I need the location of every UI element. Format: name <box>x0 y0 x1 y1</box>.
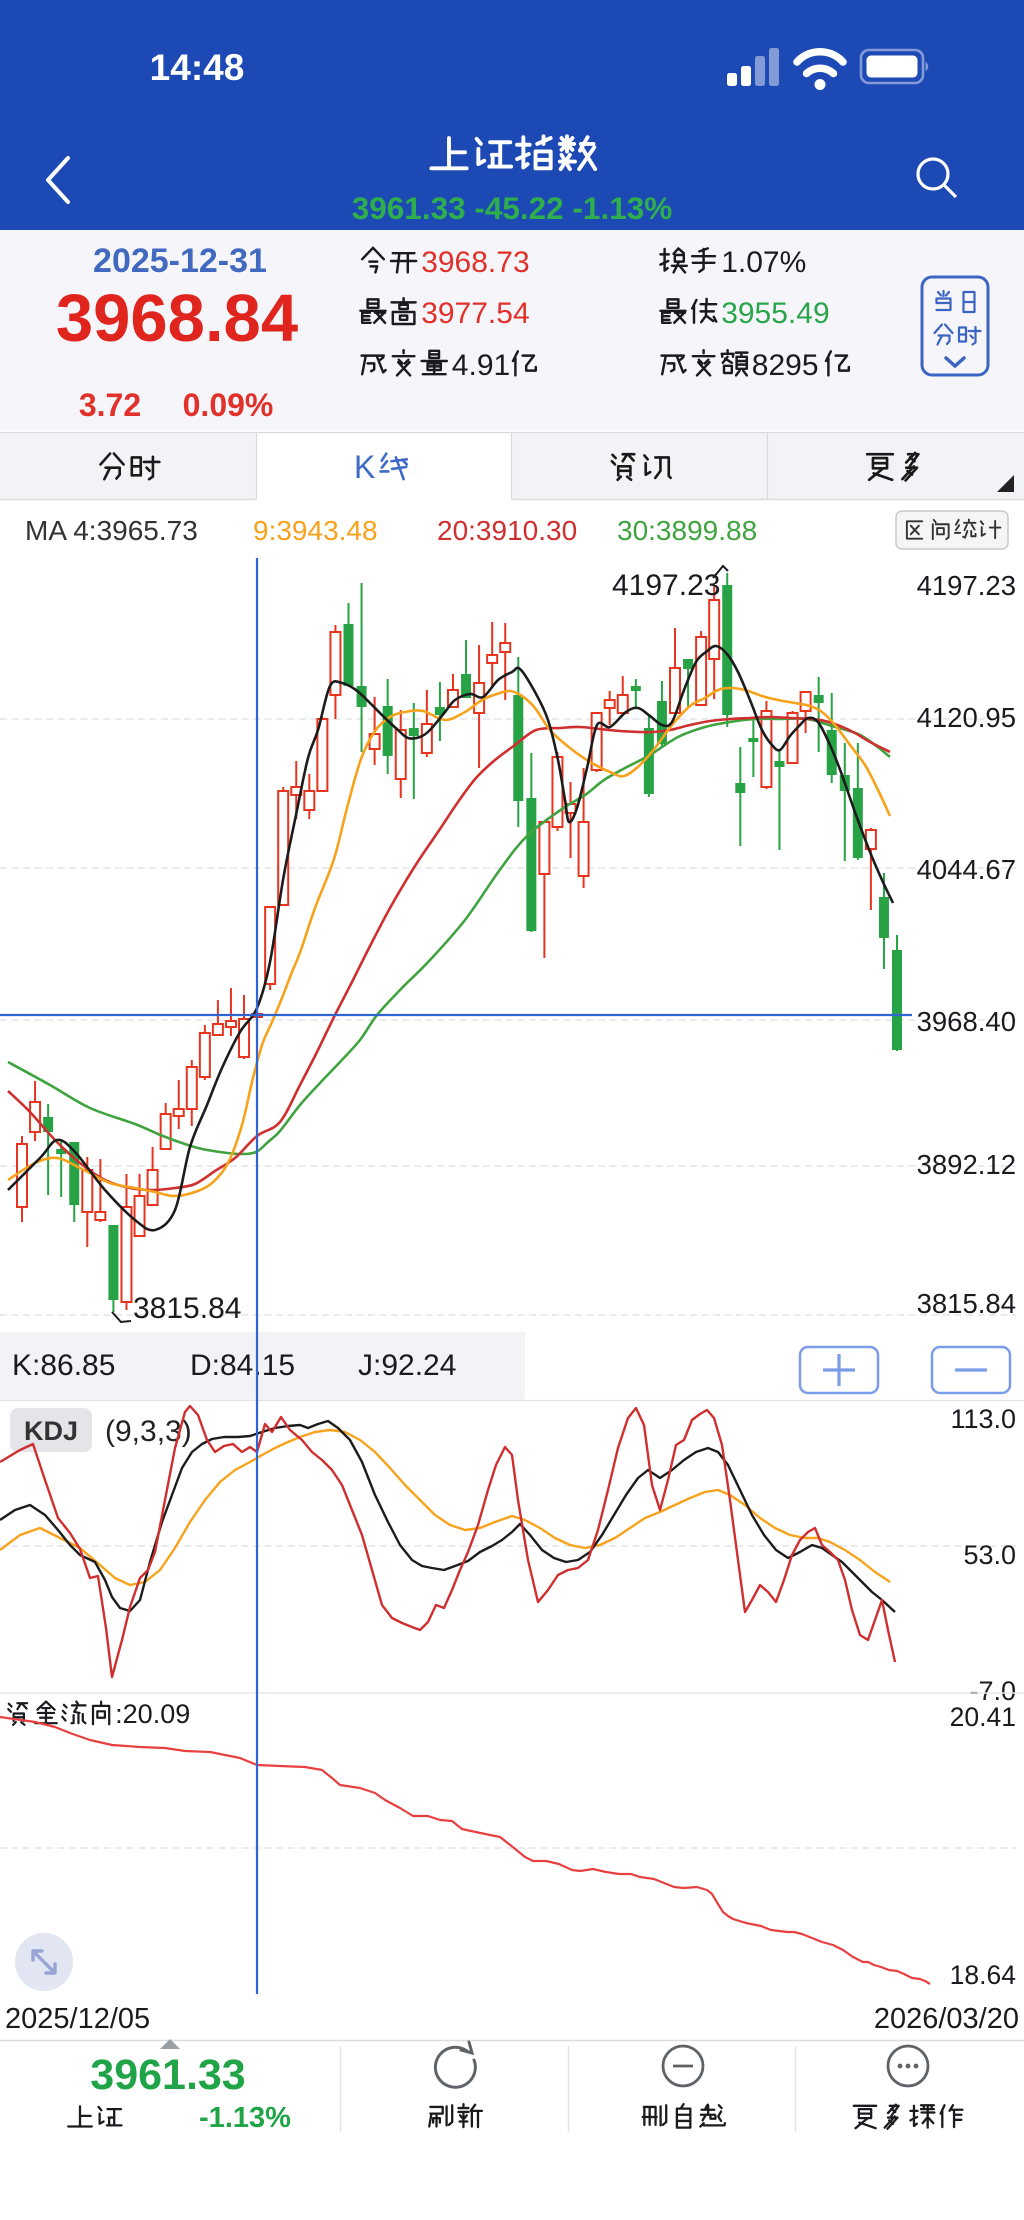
svg-text:4197.23: 4197.23 <box>917 570 1016 601</box>
svg-text:3961.33: 3961.33 <box>90 2051 245 2099</box>
svg-text:113.0: 113.0 <box>950 1404 1016 1434</box>
svg-text:J:92.24: J:92.24 <box>358 1349 456 1382</box>
svg-text:2025-12-31: 2025-12-31 <box>93 242 267 280</box>
svg-text:30:3899.88: 30:3899.88 <box>617 515 757 546</box>
svg-text:3.72: 3.72 <box>79 387 141 423</box>
svg-text:-1.13%: -1.13% <box>199 2102 291 2134</box>
svg-text:53.0: 53.0 <box>963 1540 1016 1570</box>
svg-text:1.07%: 1.07% <box>721 246 806 279</box>
svg-text:0.09%: 0.09% <box>183 387 274 423</box>
svg-text:MA 4:3965.73: MA 4:3965.73 <box>25 515 198 546</box>
svg-text:18.64: 18.64 <box>950 1960 1016 1990</box>
svg-text:D:84.15: D:84.15 <box>190 1349 295 1382</box>
svg-text:3968.73: 3968.73 <box>421 246 529 279</box>
svg-text:2025/12/05: 2025/12/05 <box>5 2003 150 2035</box>
svg-text:K:86.85: K:86.85 <box>12 1349 115 1382</box>
svg-text:8295: 8295 <box>752 349 819 382</box>
svg-text:-7.0: -7.0 <box>969 1676 1016 1706</box>
svg-text:3955.49: 3955.49 <box>721 297 829 330</box>
svg-text:4120.95: 4120.95 <box>917 702 1016 733</box>
svg-text:3968.40: 3968.40 <box>917 1006 1016 1037</box>
svg-text:4.91: 4.91 <box>452 349 510 382</box>
svg-text:3815.84: 3815.84 <box>917 1288 1016 1319</box>
svg-text:4197.23: 4197.23 <box>612 569 720 602</box>
svg-text:K: K <box>354 449 375 485</box>
svg-text::20.09: :20.09 <box>115 1699 190 1729</box>
svg-text:3977.54: 3977.54 <box>421 297 529 330</box>
svg-text:14:48: 14:48 <box>150 47 245 88</box>
svg-text:3892.12: 3892.12 <box>917 1149 1016 1180</box>
svg-text:4044.67: 4044.67 <box>917 854 1016 885</box>
svg-text:3968.84: 3968.84 <box>56 281 298 356</box>
svg-text:20:3910.30: 20:3910.30 <box>437 515 577 546</box>
svg-text:2026/03/20: 2026/03/20 <box>874 2003 1019 2035</box>
svg-text:9:3943.48: 9:3943.48 <box>253 515 378 546</box>
svg-text:KDJ: KDJ <box>24 1416 78 1446</box>
svg-text:3815.84: 3815.84 <box>133 1292 241 1325</box>
svg-text:20.41: 20.41 <box>950 1702 1016 1732</box>
svg-text:3961.33 -45.22 -1.13%: 3961.33 -45.22 -1.13% <box>352 190 673 226</box>
